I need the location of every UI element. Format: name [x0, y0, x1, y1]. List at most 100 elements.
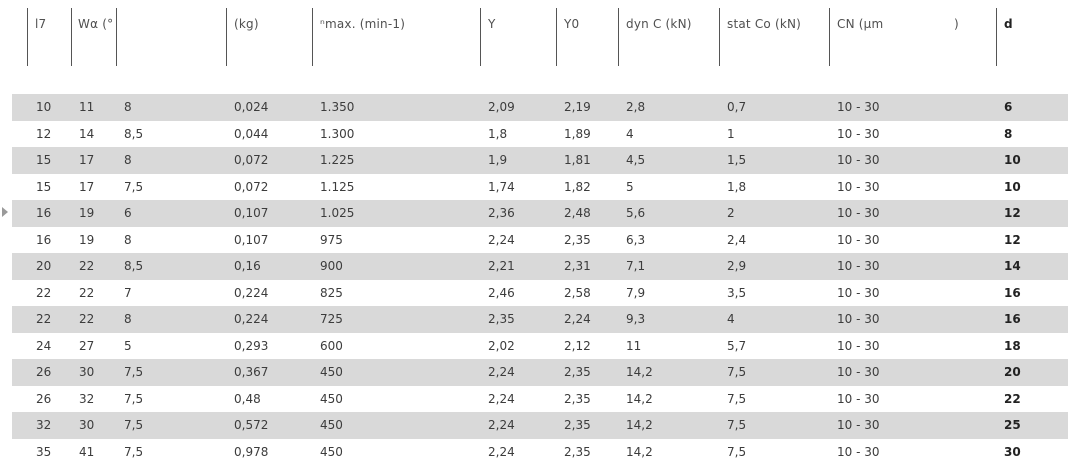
header-weight: (kg) [234, 17, 259, 31]
table-row[interactable]: 35 41 7,5 0,978 450 2,24 2,35 14,2 7,5 10 - 30 30 [12, 439, 1068, 466]
cell-y: 2,02 [488, 338, 515, 353]
cell-col3: 7,5 [124, 418, 144, 432]
cell-w-angle: 41 [79, 444, 95, 459]
cell-y: 1,8 [488, 126, 508, 141]
cell-stat-co: 7,5 [727, 391, 747, 406]
cell-y0: 1,82 [564, 179, 591, 194]
cell-d: 22 [1004, 391, 1021, 406]
cell-w-angle: 11 [79, 100, 95, 114]
cell-d: 10 [1004, 179, 1021, 194]
cell-stat-co: 7,5 [727, 444, 747, 459]
cell-dyn-c: 11 [626, 338, 642, 353]
cell-weight: 0,367 [234, 365, 269, 379]
cell-d: 20 [1004, 365, 1021, 379]
table-row[interactable]: 12 14 8,5 0,044 1.300 1,8 1,89 4 1 10 - 30 8 [12, 121, 1068, 148]
cell-y: 2,24 [488, 365, 515, 379]
column-divider [556, 8, 557, 66]
cell-w-angle: 17 [79, 153, 95, 167]
cell-n-max: 1.125 [320, 179, 355, 194]
cell-cn: 10 - 30 [837, 232, 880, 247]
cell-y0: 2,35 [564, 444, 591, 459]
table-row[interactable]: 26 30 7,5 0,367 450 2,24 2,35 14,2 7,5 10 - 30 20 [12, 359, 1068, 386]
cell-weight: 0,48 [234, 391, 261, 406]
cell-w-angle: 30 [79, 418, 95, 432]
cell-stat-co: 3,5 [727, 285, 747, 300]
cell-d: 14 [1004, 259, 1021, 273]
cell-w-angle: 32 [79, 391, 95, 406]
cell-stat-co: 1,5 [727, 153, 747, 167]
cell-n-max: 900 [320, 259, 343, 273]
table-row[interactable]: 15 17 8 0,072 1.225 1,9 1,81 4,5 1,5 10 - 30 10 [12, 147, 1068, 174]
table-row[interactable]: 10 11 8 0,024 1.350 2,09 2,19 2,8 0,7 10 - 30 6 [12, 94, 1068, 121]
cell-weight: 0,978 [234, 444, 269, 459]
table-row[interactable]: 22 22 7 0,224 825 2,46 2,58 7,9 3,5 10 - 30 16 [12, 280, 1068, 307]
cell-col3: 7,5 [124, 391, 144, 406]
cell-weight: 0,072 [234, 153, 269, 167]
cell-n-max: 450 [320, 444, 343, 459]
table-row[interactable]: 16 19 8 0,107 975 2,24 2,35 6,3 2,4 10 - 30 12 [12, 227, 1068, 254]
cell-l7: 16 [36, 232, 52, 247]
cell-l7: 12 [36, 126, 52, 141]
table-header: l7 Wα (° (kg) ⁿmax. (min-1) Y Y0 dyn C (… [0, 0, 1068, 94]
header-stat-co: stat Co (kN) [727, 17, 802, 31]
cell-col3: 7 [124, 285, 132, 300]
cell-y: 1,9 [488, 153, 508, 167]
table-row[interactable]: 24 27 5 0,293 600 2,02 2,12 11 5,7 10 - 30 18 [12, 333, 1068, 360]
cell-col3: 8,5 [124, 126, 144, 141]
cell-y: 2,24 [488, 232, 515, 247]
table-row[interactable]: 26 32 7,5 0,48 450 2,24 2,35 14,2 7,5 10 - 30 22 [12, 386, 1068, 413]
cell-col3: 8 [124, 100, 132, 114]
table-row[interactable]: 20 22 8,5 0,16 900 2,21 2,31 7,1 2,9 10 - 30 14 [12, 253, 1068, 280]
cell-weight: 0,107 [234, 232, 269, 247]
cell-y0: 2,19 [564, 100, 591, 114]
column-divider [312, 8, 313, 66]
cell-cn: 10 - 30 [837, 365, 880, 379]
cell-w-angle: 17 [79, 179, 95, 194]
cell-cn: 10 - 30 [837, 179, 880, 194]
cell-y0: 2,35 [564, 365, 591, 379]
cell-d: 18 [1004, 338, 1021, 353]
cell-dyn-c: 6,3 [626, 232, 646, 247]
header-y: Y [488, 17, 496, 31]
cell-y: 2,24 [488, 391, 515, 406]
table-row[interactable]: 16 19 6 0,107 1.025 2,36 2,48 5,6 2 10 - 30 12 [12, 200, 1068, 227]
cell-d: 25 [1004, 418, 1021, 432]
cell-cn: 10 - 30 [837, 391, 880, 406]
cell-y0: 2,35 [564, 391, 591, 406]
cell-w-angle: 19 [79, 232, 95, 247]
cell-col3: 7,5 [124, 365, 144, 379]
table-row[interactable]: 32 30 7,5 0,572 450 2,24 2,35 14,2 7,5 10 - 30 25 [12, 412, 1068, 439]
cell-weight: 0,024 [234, 100, 269, 114]
header-dyn-c: dyn C (kN) [626, 17, 692, 31]
column-divider [996, 8, 997, 66]
cell-y0: 1,81 [564, 153, 591, 167]
cell-dyn-c: 4,5 [626, 153, 646, 167]
cell-l7: 22 [36, 312, 52, 326]
cell-cn: 10 - 30 [837, 126, 880, 141]
cell-weight: 0,072 [234, 179, 269, 194]
cell-dyn-c: 14,2 [626, 444, 653, 459]
cell-stat-co: 7,5 [727, 418, 747, 432]
cell-n-max: 450 [320, 418, 343, 432]
cell-dyn-c: 5 [626, 179, 634, 194]
cell-stat-co: 1 [727, 126, 735, 141]
cell-y0: 2,35 [564, 418, 591, 432]
column-divider [27, 8, 28, 66]
cell-n-max: 725 [320, 312, 343, 326]
cell-n-max: 600 [320, 338, 343, 353]
cell-w-angle: 19 [79, 206, 95, 220]
cell-l7: 20 [36, 259, 52, 273]
row-selector-triangle-icon[interactable] [2, 207, 8, 217]
cell-l7: 15 [36, 153, 52, 167]
column-divider [480, 8, 481, 66]
cell-y0: 2,12 [564, 338, 591, 353]
cell-w-angle: 22 [79, 312, 95, 326]
cell-cn: 10 - 30 [837, 338, 880, 353]
cell-col3: 6 [124, 206, 132, 220]
cell-w-angle: 22 [79, 259, 95, 273]
cell-y0: 2,24 [564, 312, 591, 326]
cell-d: 16 [1004, 285, 1021, 300]
table-row[interactable]: 22 22 8 0,224 725 2,35 2,24 9,3 4 10 - 30 16 [12, 306, 1068, 333]
table-row[interactable]: 15 17 7,5 0,072 1.125 1,74 1,82 5 1,8 10 - 30 10 [12, 174, 1068, 201]
